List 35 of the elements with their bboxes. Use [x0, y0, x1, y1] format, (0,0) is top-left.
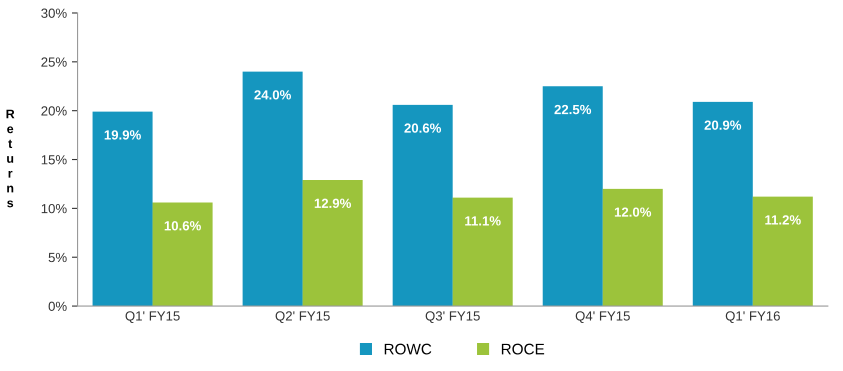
legend-label: ROWC — [384, 344, 432, 354]
bar — [542, 86, 603, 306]
bar — [602, 188, 663, 306]
data-label: 12.9% — [314, 198, 352, 208]
data-label: 10.6% — [164, 221, 201, 230]
y-tick-label: 25% — [41, 57, 67, 67]
y-tick-label: 15% — [42, 155, 67, 164]
x-tick-label: Q2' FY15 — [276, 311, 330, 323]
data-label: 11.1% — [465, 216, 501, 226]
x-tick-label: Q1' FY15 — [126, 311, 180, 323]
data-label: 22.5% — [554, 104, 592, 114]
x-tick-label: Q4' FY15 — [576, 311, 630, 323]
legend-label: ROCE — [502, 344, 544, 354]
y-tick-label: 5% — [48, 252, 67, 262]
bar — [242, 72, 303, 306]
bar — [452, 198, 513, 306]
bar — [752, 196, 813, 306]
y-tick-label: 10% — [42, 204, 67, 214]
y-tick-label: 30% — [41, 8, 67, 18]
bar — [302, 180, 363, 306]
data-label: 20.6% — [404, 123, 442, 133]
x-tick-label: Q1' FY16 — [726, 311, 780, 323]
bar — [92, 112, 153, 306]
y-axis-title: Returns — [6, 110, 14, 208]
data-label: 19.9% — [104, 130, 141, 140]
data-label: 12.0% — [614, 207, 652, 217]
data-label: 20.9% — [704, 120, 742, 130]
x-tick-label: Q3' FY15 — [426, 311, 480, 323]
bar — [692, 102, 753, 306]
y-tick-label: 0% — [48, 302, 67, 311]
bar — [152, 202, 213, 306]
y-tick-label: 20% — [41, 106, 67, 116]
data-label: 24.0% — [254, 90, 291, 100]
bar — [392, 104, 453, 306]
data-label: 11.2% — [765, 215, 801, 225]
